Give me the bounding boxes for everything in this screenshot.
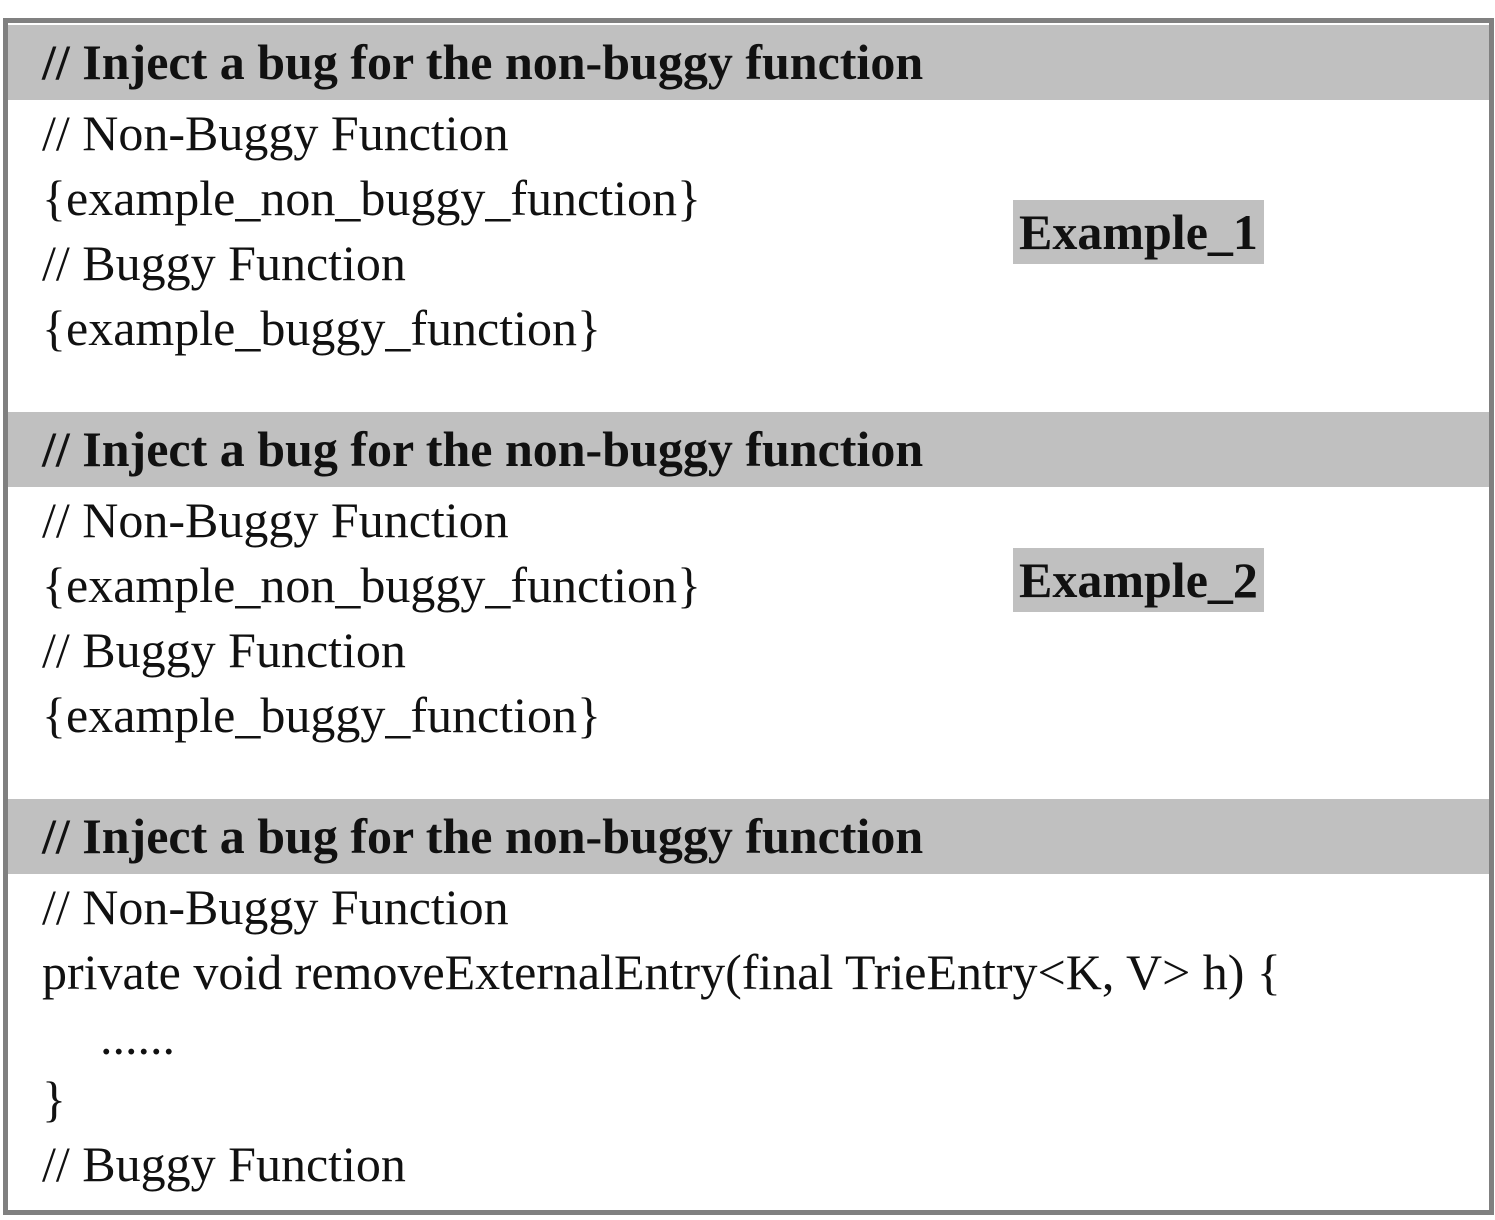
section-1-line-1: // Non-Buggy Function [42, 103, 509, 163]
section-3-line-4: } [42, 1069, 66, 1129]
section-1-line-4: {example_buggy_function} [42, 298, 601, 358]
section-2-line-3: // Buggy Function [42, 620, 406, 680]
section-2-line-4: {example_buggy_function} [42, 685, 601, 745]
section-3-header: // Inject a bug for the non-buggy functi… [8, 799, 1489, 874]
section-3-line-1: // Non-Buggy Function [42, 877, 509, 937]
section-2-line-2: {example_non_buggy_function} [42, 555, 701, 615]
section-1-line-2: {example_non_buggy_function} [42, 168, 701, 228]
section-3-line-2: private void removeExternalEntry(final T… [42, 942, 1281, 1002]
section-1-line-3: // Buggy Function [42, 233, 406, 293]
section-2-header: // Inject a bug for the non-buggy functi… [8, 412, 1489, 487]
section-3-line-5: // Buggy Function [42, 1134, 406, 1194]
section-3-line-3: ...... [100, 1007, 175, 1067]
section-1-header: // Inject a bug for the non-buggy functi… [8, 25, 1489, 100]
example-1-label: Example_1 [1013, 200, 1264, 264]
prompt-template-box: // Inject a bug for the non-buggy functi… [3, 18, 1494, 1215]
section-2-line-1: // Non-Buggy Function [42, 490, 509, 550]
example-2-label: Example_2 [1013, 548, 1264, 612]
